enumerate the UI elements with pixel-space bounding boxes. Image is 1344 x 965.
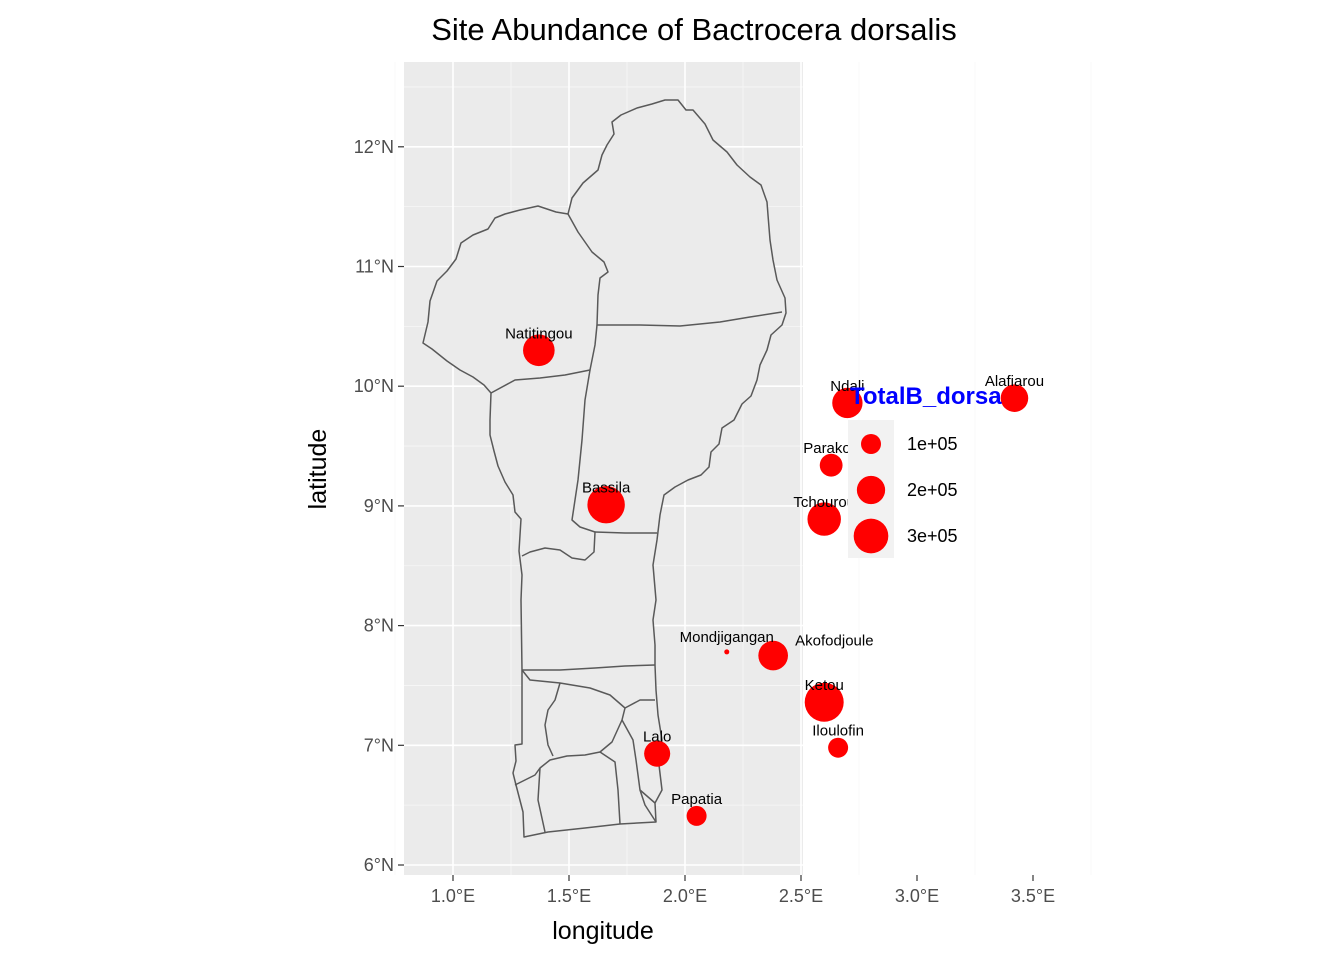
site-point [758,640,788,671]
y-tick-label: 9°N [364,496,394,516]
site-point [804,682,844,722]
legend-label: 3e+05 [907,526,958,546]
y-axis-title: latitude [304,429,332,510]
department-boundary-central [594,531,657,534]
site-point [523,334,555,367]
x-tick-label: 1.0°E [431,886,475,906]
department-boundary-atlantique [537,751,621,833]
x-axis-title: longitude [552,917,653,945]
legend-title: TotalB_dorsa [850,383,1002,410]
site-point [686,805,707,826]
legend-label: 1e+05 [907,434,958,454]
department-boundary-central-west [521,369,596,561]
legend-key-point [853,518,889,554]
site-point [644,740,671,767]
site-label: Parakou [803,440,859,457]
site-point [832,387,863,419]
site-label: Bassila [582,480,631,497]
department-boundary-oueme [639,789,657,823]
country-outline [422,99,787,838]
site-label: Akofodjoule [795,633,873,650]
y-tick-label: 11°N [355,257,394,277]
site-label: Papatia [671,791,723,808]
department-boundary-plateau [621,699,656,804]
y-tick-label: 10°N [354,376,394,396]
site-label: Alafiarou [985,373,1044,390]
department-boundary-south-west [514,669,626,786]
site-label: Natitingou [505,325,573,342]
legend-entries: 1e+05 2e+05 3e+05 [853,434,958,554]
department-boundary-north [567,213,783,327]
site-point [828,737,849,758]
site-label: Ketou [805,677,844,694]
y-tick-label: 7°N [364,735,394,755]
department-boundary-northwest [490,324,598,394]
site-point [1000,384,1029,412]
x-tick-label: 2.0°E [663,886,707,906]
x-tick-label: 3.0°E [895,886,939,906]
site-label: Tchourou [793,494,855,511]
legend: TotalB_dorsa 1e+05 2e+05 3e+05 [848,383,1002,558]
site-label: Ndali [830,378,864,395]
legend-label: 2e+05 [907,480,958,500]
axes: 1.0°E 1.5°E 2.0°E 2.5°E 3.0°E 3.5°E 6°N 7°N 8°N 9… [354,137,1055,906]
site-label: Lalo [643,729,671,746]
x-tick-label: 1.5°E [547,886,591,906]
y-tick-label: 8°N [364,616,394,636]
site-point [587,485,625,524]
site-label: Mondjigangan [680,629,774,646]
legend-key-point [856,475,886,505]
y-tick-label: 12°N [354,137,394,157]
y-tick-label: 6°N [364,855,394,875]
chart-title: Site Abundance of Bactrocera dorsalis [431,12,957,47]
department-boundary-couffo [544,682,561,757]
legend-key-point [861,434,881,454]
site-label: Iloulofin [812,723,864,740]
site-points [523,334,1029,826]
x-tick-label: 3.5°E [1011,886,1055,906]
site-point [724,649,730,655]
benin-departments [422,99,787,838]
department-boundary-zou [522,664,656,671]
x-tick-label: 2.5°E [779,886,823,906]
site-labels: Natitingou Ndali Alafiarou Parakou Bassila Tc… [505,325,1044,808]
site-point [819,453,843,477]
site-point [807,502,841,536]
